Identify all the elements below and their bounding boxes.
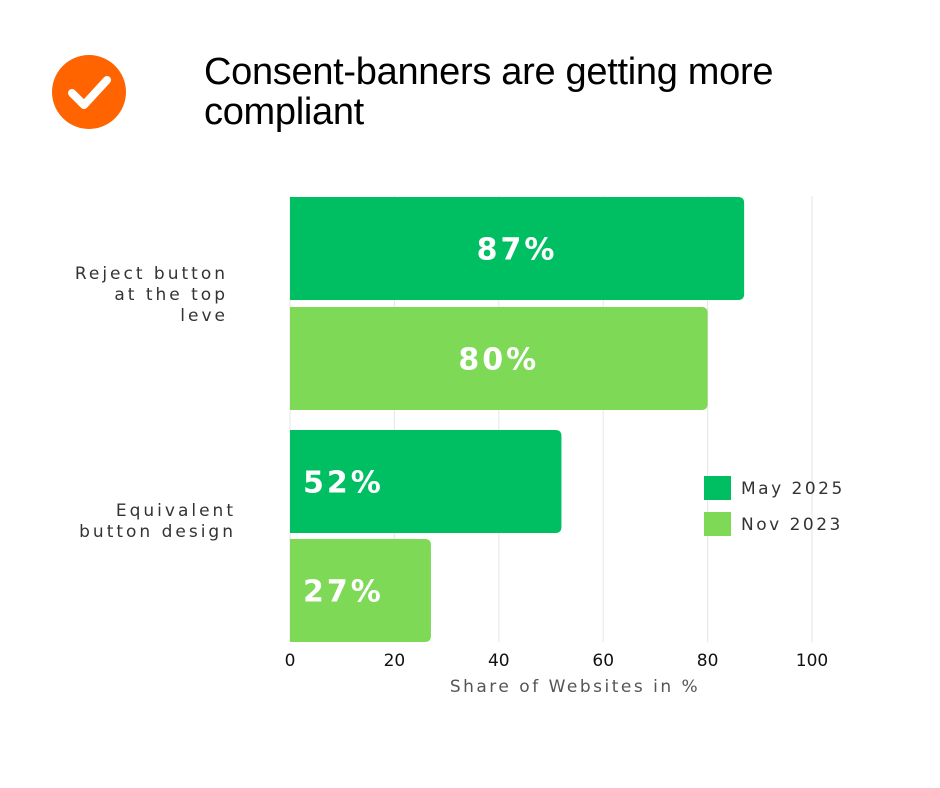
bar-value-label: 27% — [303, 575, 384, 610]
x-tick-label: 20 — [384, 651, 406, 671]
legend-swatch — [704, 476, 731, 500]
category-label: Reject button at the top leve — [75, 264, 228, 326]
x-tick-label: 100 — [796, 651, 828, 671]
bar-1-1 — [290, 197, 745, 300]
checkmark-circle-icon — [52, 55, 126, 129]
bar-value-label: 80% — [458, 343, 539, 378]
chart-title: Consent-banners are getting more complia… — [204, 51, 774, 133]
bar-2-2 — [290, 539, 431, 642]
bar-value-label: 87% — [477, 233, 558, 268]
x-axis-title: Share of Websites in % — [450, 677, 700, 697]
x-tick-label: 0 — [285, 651, 296, 671]
legend-label: Nov 2023 — [741, 515, 843, 535]
x-tick-label: 80 — [697, 651, 719, 671]
x-tick-label: 40 — [488, 651, 510, 671]
x-tick-label: 60 — [592, 651, 614, 671]
bar-2-1 — [290, 430, 562, 533]
category-label: Equivalent button design — [79, 501, 236, 542]
bar-value-label: 52% — [303, 466, 384, 501]
bar-1-2 — [290, 307, 708, 410]
legend-swatch — [704, 512, 731, 536]
legend-label: May 2025 — [741, 479, 845, 499]
